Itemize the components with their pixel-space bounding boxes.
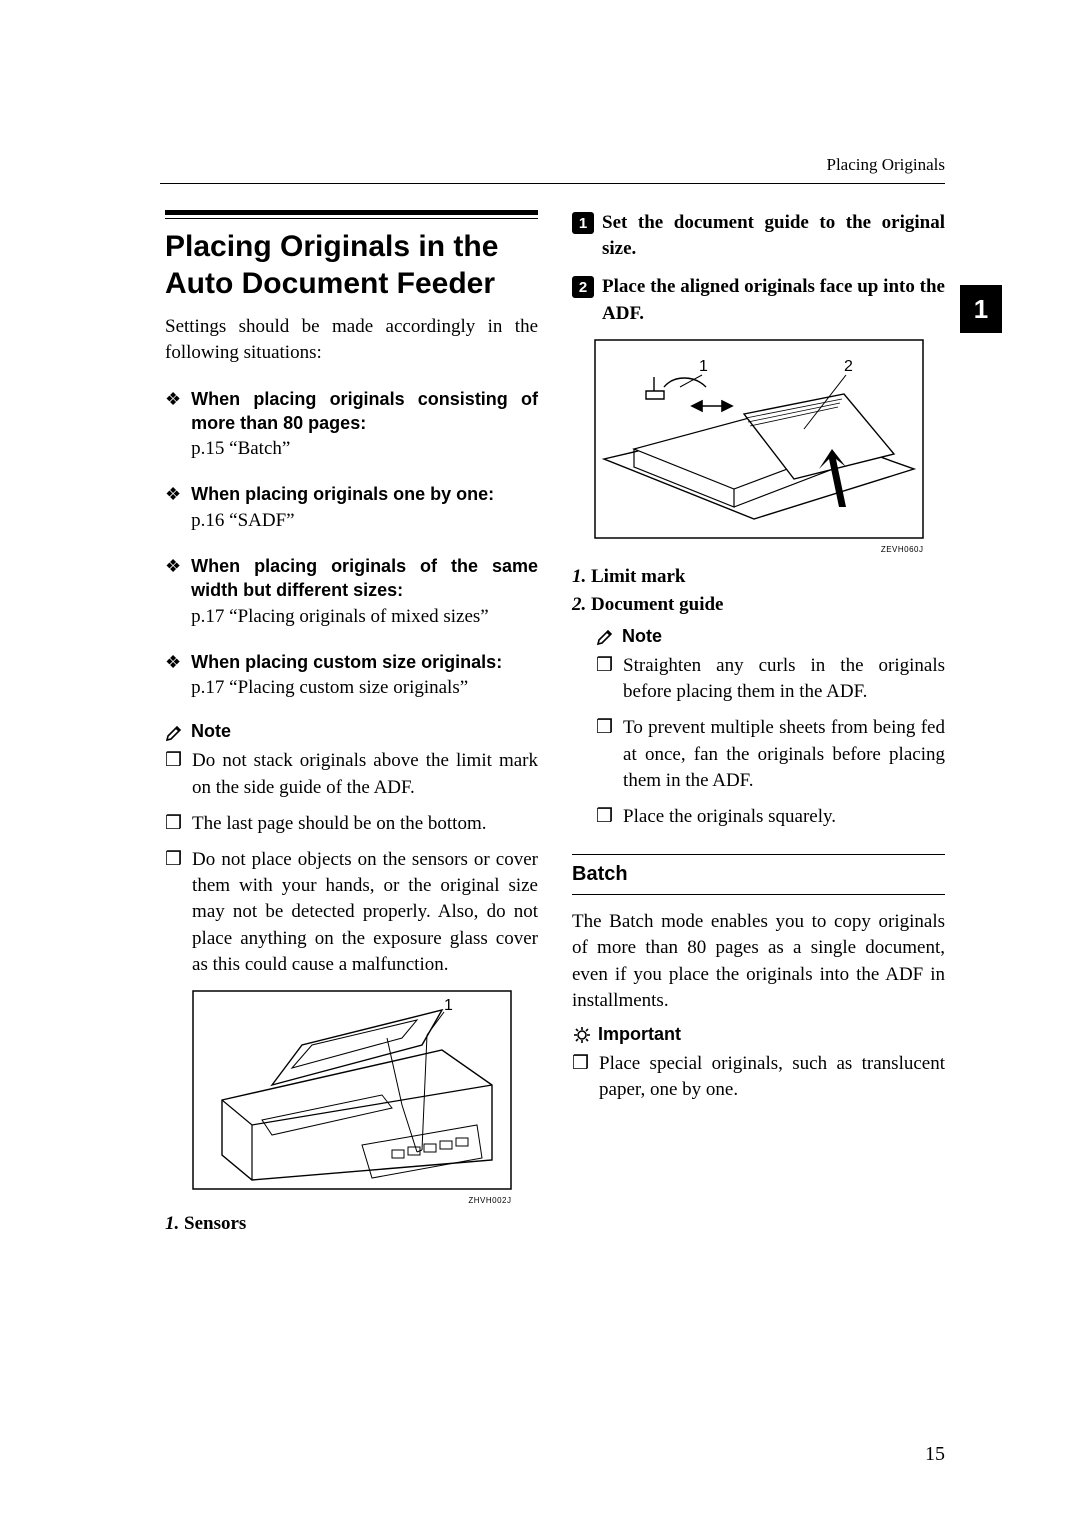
step-text: Place the aligned originals face up into… — [602, 274, 945, 326]
important-label: Important — [598, 1024, 681, 1045]
diamond-title: When placing originals of the same width… — [191, 554, 538, 603]
bullet-icon: ❒ — [165, 748, 182, 774]
figure-callout-1: 1 — [699, 358, 708, 375]
diamond-title: When placing originals one by one: — [191, 482, 538, 506]
figure-caption: 1. Limit mark — [572, 566, 945, 588]
left-column: Placing Originals in the Auto Document F… — [165, 210, 538, 1426]
caption-number: 1. — [572, 566, 586, 587]
diamond-icon: ❖ — [165, 651, 181, 674]
pencil-icon — [165, 722, 185, 742]
diamond-ref: p.15 “Batch” — [191, 436, 538, 462]
right-column: 1 Set the document guide to the original… — [572, 210, 945, 1426]
bullet-icon: ❒ — [165, 811, 182, 837]
step-number-badge: 1 — [572, 212, 594, 234]
bullet-icon: ❒ — [596, 653, 613, 679]
note-label: Note — [191, 721, 231, 742]
note-item: ❒ Place the originals squarely. — [596, 804, 945, 830]
section-rule-thin — [165, 218, 538, 219]
step-item: 2 Place the aligned originals face up in… — [572, 274, 945, 326]
step-item: 1 Set the document guide to the original… — [572, 210, 945, 262]
note-text: Straighten any curls in the originals be… — [623, 653, 945, 705]
batch-heading: Batch — [572, 854, 945, 895]
caption-label: Limit mark — [591, 566, 685, 587]
caption-label: Sensors — [184, 1213, 246, 1234]
note-text: Do not place objects on the sensors or c… — [192, 847, 538, 978]
pencil-icon — [596, 626, 616, 646]
figure-caption: 2. Document guide — [572, 594, 945, 616]
note-text: The last page should be on the bottom. — [192, 811, 538, 837]
bullet-icon: ❒ — [596, 715, 613, 741]
diamond-item: ❖ When placing originals of the same wid… — [165, 554, 538, 644]
diamond-title: When placing originals consisting of mor… — [191, 387, 538, 436]
diamond-item: ❖ When placing originals consisting of m… — [165, 387, 538, 477]
page-number: 15 — [925, 1443, 945, 1466]
figure-callout-1: 1 — [444, 997, 453, 1014]
page-body: Placing Originals in the Auto Document F… — [165, 210, 945, 1426]
note-text: To prevent multiple sheets from being fe… — [623, 715, 945, 794]
gear-icon — [572, 1025, 592, 1045]
note-item: ❒ Straighten any curls in the originals … — [596, 653, 945, 705]
chapter-tab: 1 — [960, 285, 1002, 333]
note-item: ❒ Do not place objects on the sensors or… — [165, 847, 538, 978]
section-title: Placing Originals in the Auto Document F… — [165, 229, 538, 302]
step-number-badge: 2 — [572, 276, 594, 298]
caption-number: 1. — [165, 1213, 179, 1234]
note-item: ❒ The last page should be on the bottom. — [165, 811, 538, 837]
diamond-item: ❖ When placing originals one by one: p.1… — [165, 482, 538, 548]
running-header: Placing Originals — [826, 155, 945, 175]
note-text: Do not stack originals above the limit m… — [192, 748, 538, 800]
note-item: ❒ To prevent multiple sheets from being … — [596, 715, 945, 794]
caption-number: 2. — [572, 594, 586, 615]
section-rule-thick — [165, 210, 538, 215]
diamond-title: When placing custom size originals: — [191, 650, 538, 674]
bullet-icon: ❒ — [572, 1051, 589, 1077]
note-label: Note — [622, 626, 662, 647]
important-item: ❒ Place special originals, such as trans… — [572, 1051, 945, 1103]
diamond-icon: ❖ — [165, 555, 181, 578]
lead-paragraph: Settings should be made accordingly in t… — [165, 314, 538, 366]
bullet-icon: ❒ — [165, 847, 182, 873]
figure-caption: 1. Sensors — [165, 1213, 538, 1235]
step-text: Set the document guide to the original s… — [602, 210, 945, 262]
figure-code: ZHVH002J — [192, 1196, 512, 1205]
important-text: Place special originals, such as translu… — [599, 1051, 945, 1103]
figure-code: ZEVH060J — [594, 545, 924, 554]
diamond-item: ❖ When placing custom size originals: p.… — [165, 650, 538, 716]
header-rule — [160, 183, 945, 184]
figure-callout-2: 2 — [844, 358, 853, 375]
sensors-figure: 1 — [192, 990, 512, 1190]
adf-load-figure: 1 2 — [594, 339, 924, 539]
diamond-icon: ❖ — [165, 388, 181, 411]
diamond-ref: p.17 “Placing originals of mixed sizes” — [191, 604, 538, 630]
bullet-icon: ❒ — [596, 804, 613, 830]
caption-label: Document guide — [591, 594, 723, 615]
note-heading: Note — [596, 626, 945, 647]
diamond-icon: ❖ — [165, 483, 181, 506]
note-item: ❒ Do not stack originals above the limit… — [165, 748, 538, 800]
diamond-ref: p.16 “SADF” — [191, 508, 538, 534]
diamond-ref: p.17 “Placing custom size originals” — [191, 675, 538, 701]
important-heading: Important — [572, 1024, 945, 1045]
note-heading: Note — [165, 721, 538, 742]
batch-body: The Batch mode enables you to copy origi… — [572, 909, 945, 1014]
note-text: Place the originals squarely. — [623, 804, 945, 830]
